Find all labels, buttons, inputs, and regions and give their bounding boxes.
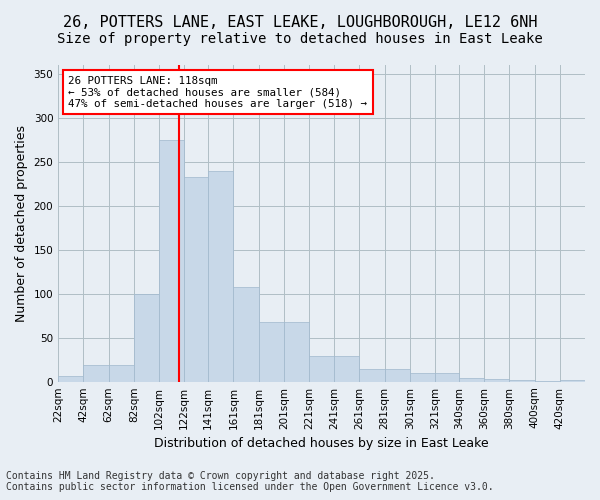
Text: 26, POTTERS LANE, EAST LEAKE, LOUGHBOROUGH, LE12 6NH: 26, POTTERS LANE, EAST LEAKE, LOUGHBOROU… [63,15,537,30]
Bar [208,170,233,382]
Bar [560,380,585,382]
Bar [83,365,109,382]
Bar [535,381,560,382]
Bar [509,380,535,382]
Bar [334,356,359,382]
Bar [159,140,184,382]
Bar [134,294,159,382]
X-axis label: Distribution of detached houses by size in East Leake: Distribution of detached houses by size … [154,437,489,450]
Bar [259,322,284,382]
Bar [184,176,208,382]
Bar [309,356,334,382]
Text: Size of property relative to detached houses in East Leake: Size of property relative to detached ho… [57,32,543,46]
Bar [58,376,83,382]
Y-axis label: Number of detached properties: Number of detached properties [15,125,28,322]
Bar [284,322,309,382]
Bar [109,365,134,382]
Text: 26 POTTERS LANE: 118sqm
← 53% of detached houses are smaller (584)
47% of semi-d: 26 POTTERS LANE: 118sqm ← 53% of detache… [68,76,367,109]
Bar [385,370,410,382]
Bar [359,370,385,382]
Bar [233,286,259,382]
Bar [459,378,484,382]
Bar [484,379,509,382]
Bar [435,373,459,382]
Bar [410,373,435,382]
Text: Contains HM Land Registry data © Crown copyright and database right 2025.
Contai: Contains HM Land Registry data © Crown c… [6,471,494,492]
